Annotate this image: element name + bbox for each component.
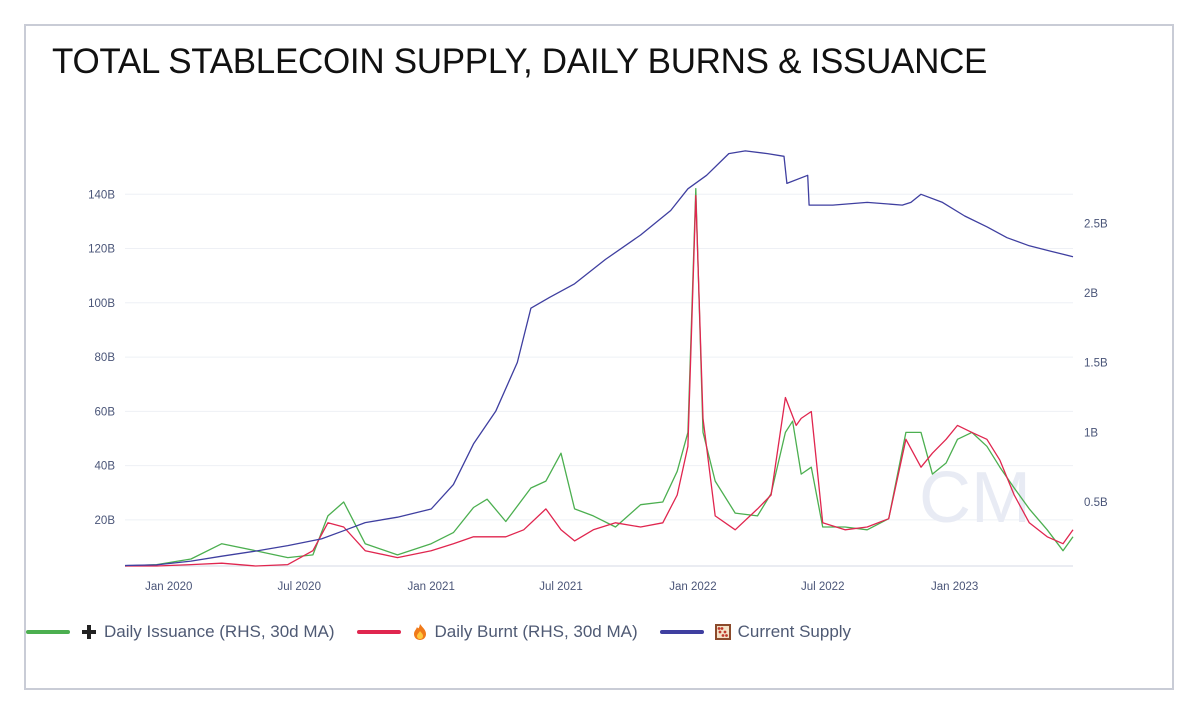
issuance-swatch	[26, 630, 70, 634]
left-axis-ticks: 20B 40B 60B 80B 100B 120B 140B	[88, 189, 115, 527]
series-line-burnt	[125, 195, 1074, 567]
x-tick-label: Jul 2021	[539, 581, 582, 593]
x-tick-label: Jan 2021	[408, 581, 455, 593]
series-line-issuance	[124, 188, 1074, 567]
right-tick-label: 2.5B	[1084, 219, 1108, 231]
series-line-supply	[124, 150, 1074, 567]
left-tick-label: 40B	[95, 461, 116, 473]
left-tick-label: 120B	[88, 244, 115, 256]
x-axis-ticks: Jan 2020 Jul 2020 Jan 2021 Jul 2021 Jan 2022…	[145, 581, 978, 593]
legend-label-issuance: Daily Issuance (RHS, 30d MA)	[104, 622, 335, 641]
x-tick-label: Jan 2022	[669, 581, 716, 593]
left-tick-label: 20B	[95, 515, 116, 527]
right-tick-label: 1.5B	[1084, 358, 1108, 370]
right-tick-label: 2B	[1084, 288, 1098, 300]
right-tick-label: 0.5B	[1084, 497, 1108, 509]
legend: Daily Issuance (RHS, 30d MA) Daily Burnt…	[26, 622, 873, 642]
left-tick-label: 80B	[95, 352, 116, 364]
left-tick-label: 100B	[88, 298, 115, 310]
right-tick-label: 1B	[1084, 427, 1098, 439]
series-lines	[124, 150, 1074, 567]
legend-item-supply[interactable]: Current Supply	[659, 622, 852, 642]
abacus-icon	[714, 624, 731, 640]
legend-item-issuance[interactable]: Daily Issuance (RHS, 30d MA)	[26, 622, 335, 642]
legend-label-supply: Current Supply	[737, 622, 852, 641]
chart-title: TOTAL STABLECOIN SUPPLY, DAILY BURNS & I…	[52, 42, 988, 81]
gridlines	[125, 193, 1073, 521]
x-tick-label: Jan 2023	[931, 581, 978, 593]
burnt-swatch	[356, 630, 401, 634]
legend-item-burnt[interactable]: Daily Burnt (RHS, 30d MA)	[356, 622, 638, 642]
left-tick-label: 140B	[88, 189, 115, 201]
x-tick-label: Jul 2022	[801, 581, 844, 593]
supply-swatch	[659, 630, 704, 634]
x-tick-label: Jul 2020	[278, 581, 321, 593]
fire-icon	[413, 624, 426, 640]
x-tick-label: Jan 2020	[145, 581, 192, 593]
left-tick-label: 60B	[95, 406, 116, 418]
plus-icon	[82, 625, 96, 639]
legend-label-burnt: Daily Burnt (RHS, 30d MA)	[434, 622, 638, 641]
watermark: CM	[919, 458, 1031, 538]
right-axis-ticks: 0.5B 1B 1.5B 2B 2.5B	[1084, 219, 1108, 509]
